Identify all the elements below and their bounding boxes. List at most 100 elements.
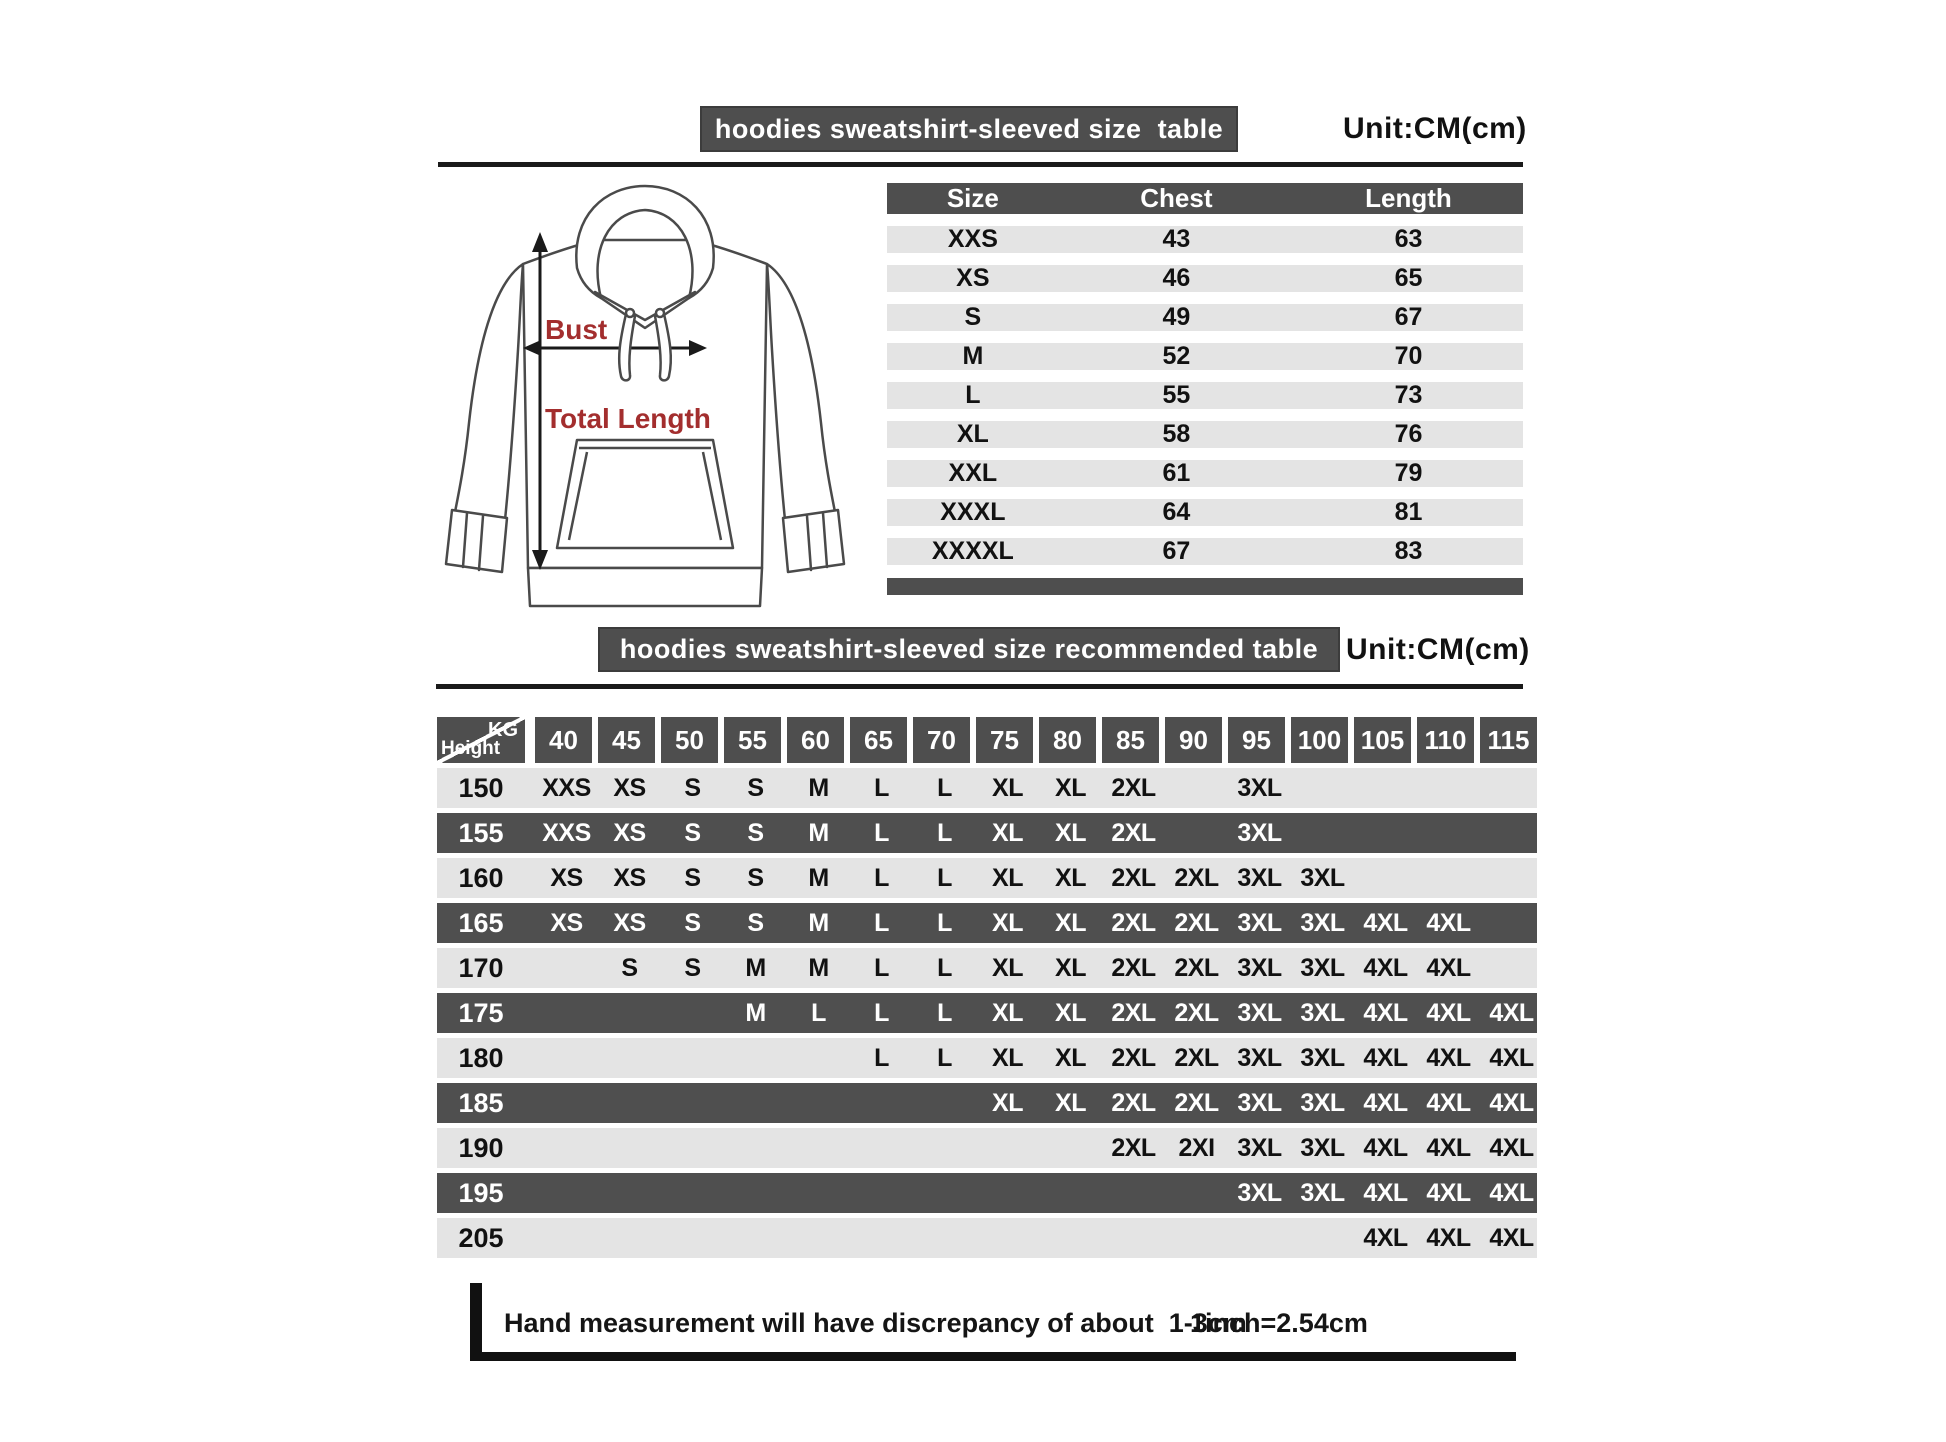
table-cell: XS: [613, 863, 646, 892]
table-cell: 4XL: [1489, 1223, 1534, 1252]
table-cell: XL: [992, 773, 1023, 802]
table-cell: S: [747, 908, 764, 937]
table-cell: 4XL: [1363, 1223, 1408, 1252]
table-cell: 79: [1394, 459, 1423, 487]
table-cell: 3XL: [1300, 1178, 1345, 1207]
table-cell: 83: [1394, 537, 1423, 565]
table-cell: XL: [992, 1088, 1023, 1117]
table-cell: XXL: [948, 459, 998, 487]
corner-cell-kg-height: KG Height: [437, 717, 525, 763]
table-cell: 2XL: [1111, 998, 1156, 1027]
table-row: XXXXL 67 83: [887, 537, 1523, 565]
table-row: S 49 67: [887, 303, 1523, 331]
table-cell: S: [747, 863, 764, 892]
footnote-note: Hand measurement will have discrepancy o…: [504, 1308, 1247, 1338]
table-cell: 3XL: [1237, 1133, 1282, 1162]
table-cell: 3XL: [1237, 953, 1282, 982]
table-cell: L: [874, 998, 889, 1027]
table-row: 175 M L L L XL XL 2XL 2XL 3XL 3XL 4XL 4XL 4XL: [437, 993, 1537, 1033]
table-cell: XL: [1055, 863, 1086, 892]
table-cell: 65: [1394, 264, 1423, 292]
table-row: XL 58 76: [887, 420, 1523, 448]
table-cell: 4XL: [1426, 908, 1471, 937]
size-table-title-bar: hoodies sweatshirt-sleeved size table: [700, 106, 1238, 152]
weight-header-cell: 40: [535, 717, 592, 763]
table-cell: XXS: [947, 225, 998, 253]
height-label: 195: [458, 1177, 504, 1208]
table-cell: XL: [956, 420, 989, 448]
table-cell: L: [811, 998, 826, 1027]
table-cell: 4XL: [1426, 1178, 1471, 1207]
recommend-table-title-bar: hoodies sweatshirt-sleeved size recommen…: [598, 627, 1340, 672]
table-cell: 4XL: [1363, 1178, 1408, 1207]
table-cell: M: [808, 908, 829, 937]
table-cell: M: [808, 953, 829, 982]
table-cell: 2XI: [1178, 1133, 1215, 1162]
table-cell: 2XL: [1111, 1043, 1156, 1072]
table-cell: 4XL: [1426, 1088, 1471, 1117]
recommend-table: KG Height 40 45 50 55 60 65 70 75 80 85 90 95 100 105…: [437, 717, 1537, 1258]
table-cell: M: [808, 818, 829, 847]
table-cell: 3XL: [1237, 1178, 1282, 1207]
table-cell: 4XL: [1489, 1088, 1534, 1117]
table-row: 170 S S M M L L XL XL 2XL 2XL 3XL 3XL 4XL 4XL: [437, 948, 1537, 988]
table-cell: 3XL: [1300, 908, 1345, 937]
table-cell: 4XL: [1426, 998, 1471, 1027]
hoodie-right-sleeve: [765, 262, 837, 522]
hoodie-right-cuff: [781, 508, 846, 574]
hoodie-drawstrings: [617, 307, 673, 382]
table-cell: 55: [1162, 381, 1191, 409]
table-cell: 58: [1162, 420, 1191, 448]
table-cell: 2XL: [1111, 1133, 1156, 1162]
table-cell: 2XL: [1174, 863, 1219, 892]
table-cell: XS: [550, 908, 583, 937]
table-cell: 67: [1394, 303, 1423, 331]
unit-label-top: Unit:CM(cm): [1343, 112, 1527, 145]
unit-label-bottom: Unit:CM(cm): [1346, 633, 1530, 666]
table-cell: 49: [1162, 303, 1191, 331]
size-table-footer-bar: [887, 578, 1523, 595]
table-cell: XL: [992, 908, 1023, 937]
table-cell: XS: [613, 908, 646, 937]
table-cell: 3XL: [1300, 863, 1345, 892]
table-cell: 73: [1394, 381, 1423, 409]
size-table-rows: XXS 43 63 XS 46 65 S 49 67 M 52 70 L 55 73 XL 58 76 XXL 61 7…: [887, 225, 1523, 565]
table-cell: L: [937, 953, 952, 982]
table-cell: 2XL: [1111, 818, 1156, 847]
table-cell: 46: [1162, 264, 1191, 292]
table-cell: 4XL: [1489, 998, 1534, 1027]
height-label: 160: [458, 862, 504, 893]
height-label: 175: [458, 997, 504, 1028]
table-cell: XL: [992, 818, 1023, 847]
table-cell: 4XL: [1426, 953, 1471, 982]
table-row: 185 XL XL 2XL 2XL 3XL 3XL 4XL 4XL 4XL: [437, 1083, 1537, 1123]
table-cell: XL: [1055, 1088, 1086, 1117]
table-cell: M: [745, 998, 766, 1027]
column-header-chest: Chest: [1140, 183, 1213, 213]
table-cell: XL: [1055, 818, 1086, 847]
height-label: 185: [458, 1087, 504, 1118]
column-header-size: Size: [946, 183, 999, 213]
hoodie-left-cuff: [444, 508, 509, 574]
table-cell: 4XL: [1363, 998, 1408, 1027]
table-cell: 4XL: [1489, 1043, 1534, 1072]
table-cell: 63: [1394, 225, 1423, 253]
hoodie-pocket: [555, 438, 735, 550]
table-row: XXS 43 63: [887, 225, 1523, 253]
column-header-length: Length: [1365, 183, 1452, 213]
weight-header-cell: 50: [661, 717, 718, 763]
table-row: L 55 73: [887, 381, 1523, 409]
table-cell: S: [684, 953, 701, 982]
table-cell: 4XL: [1426, 1133, 1471, 1162]
table-cell: L: [937, 998, 952, 1027]
table-cell: S: [684, 908, 701, 937]
table-cell: L: [965, 381, 981, 409]
height-label: 205: [458, 1222, 504, 1253]
table-cell: XXXXL: [931, 537, 1014, 565]
table-cell: XL: [1055, 1043, 1086, 1072]
table-cell: L: [874, 953, 889, 982]
table-cell: 3XL: [1237, 863, 1282, 892]
weight-header-cell: 90: [1165, 717, 1222, 763]
table-cell: S: [621, 953, 638, 982]
section2-divider-line: [436, 684, 1523, 689]
